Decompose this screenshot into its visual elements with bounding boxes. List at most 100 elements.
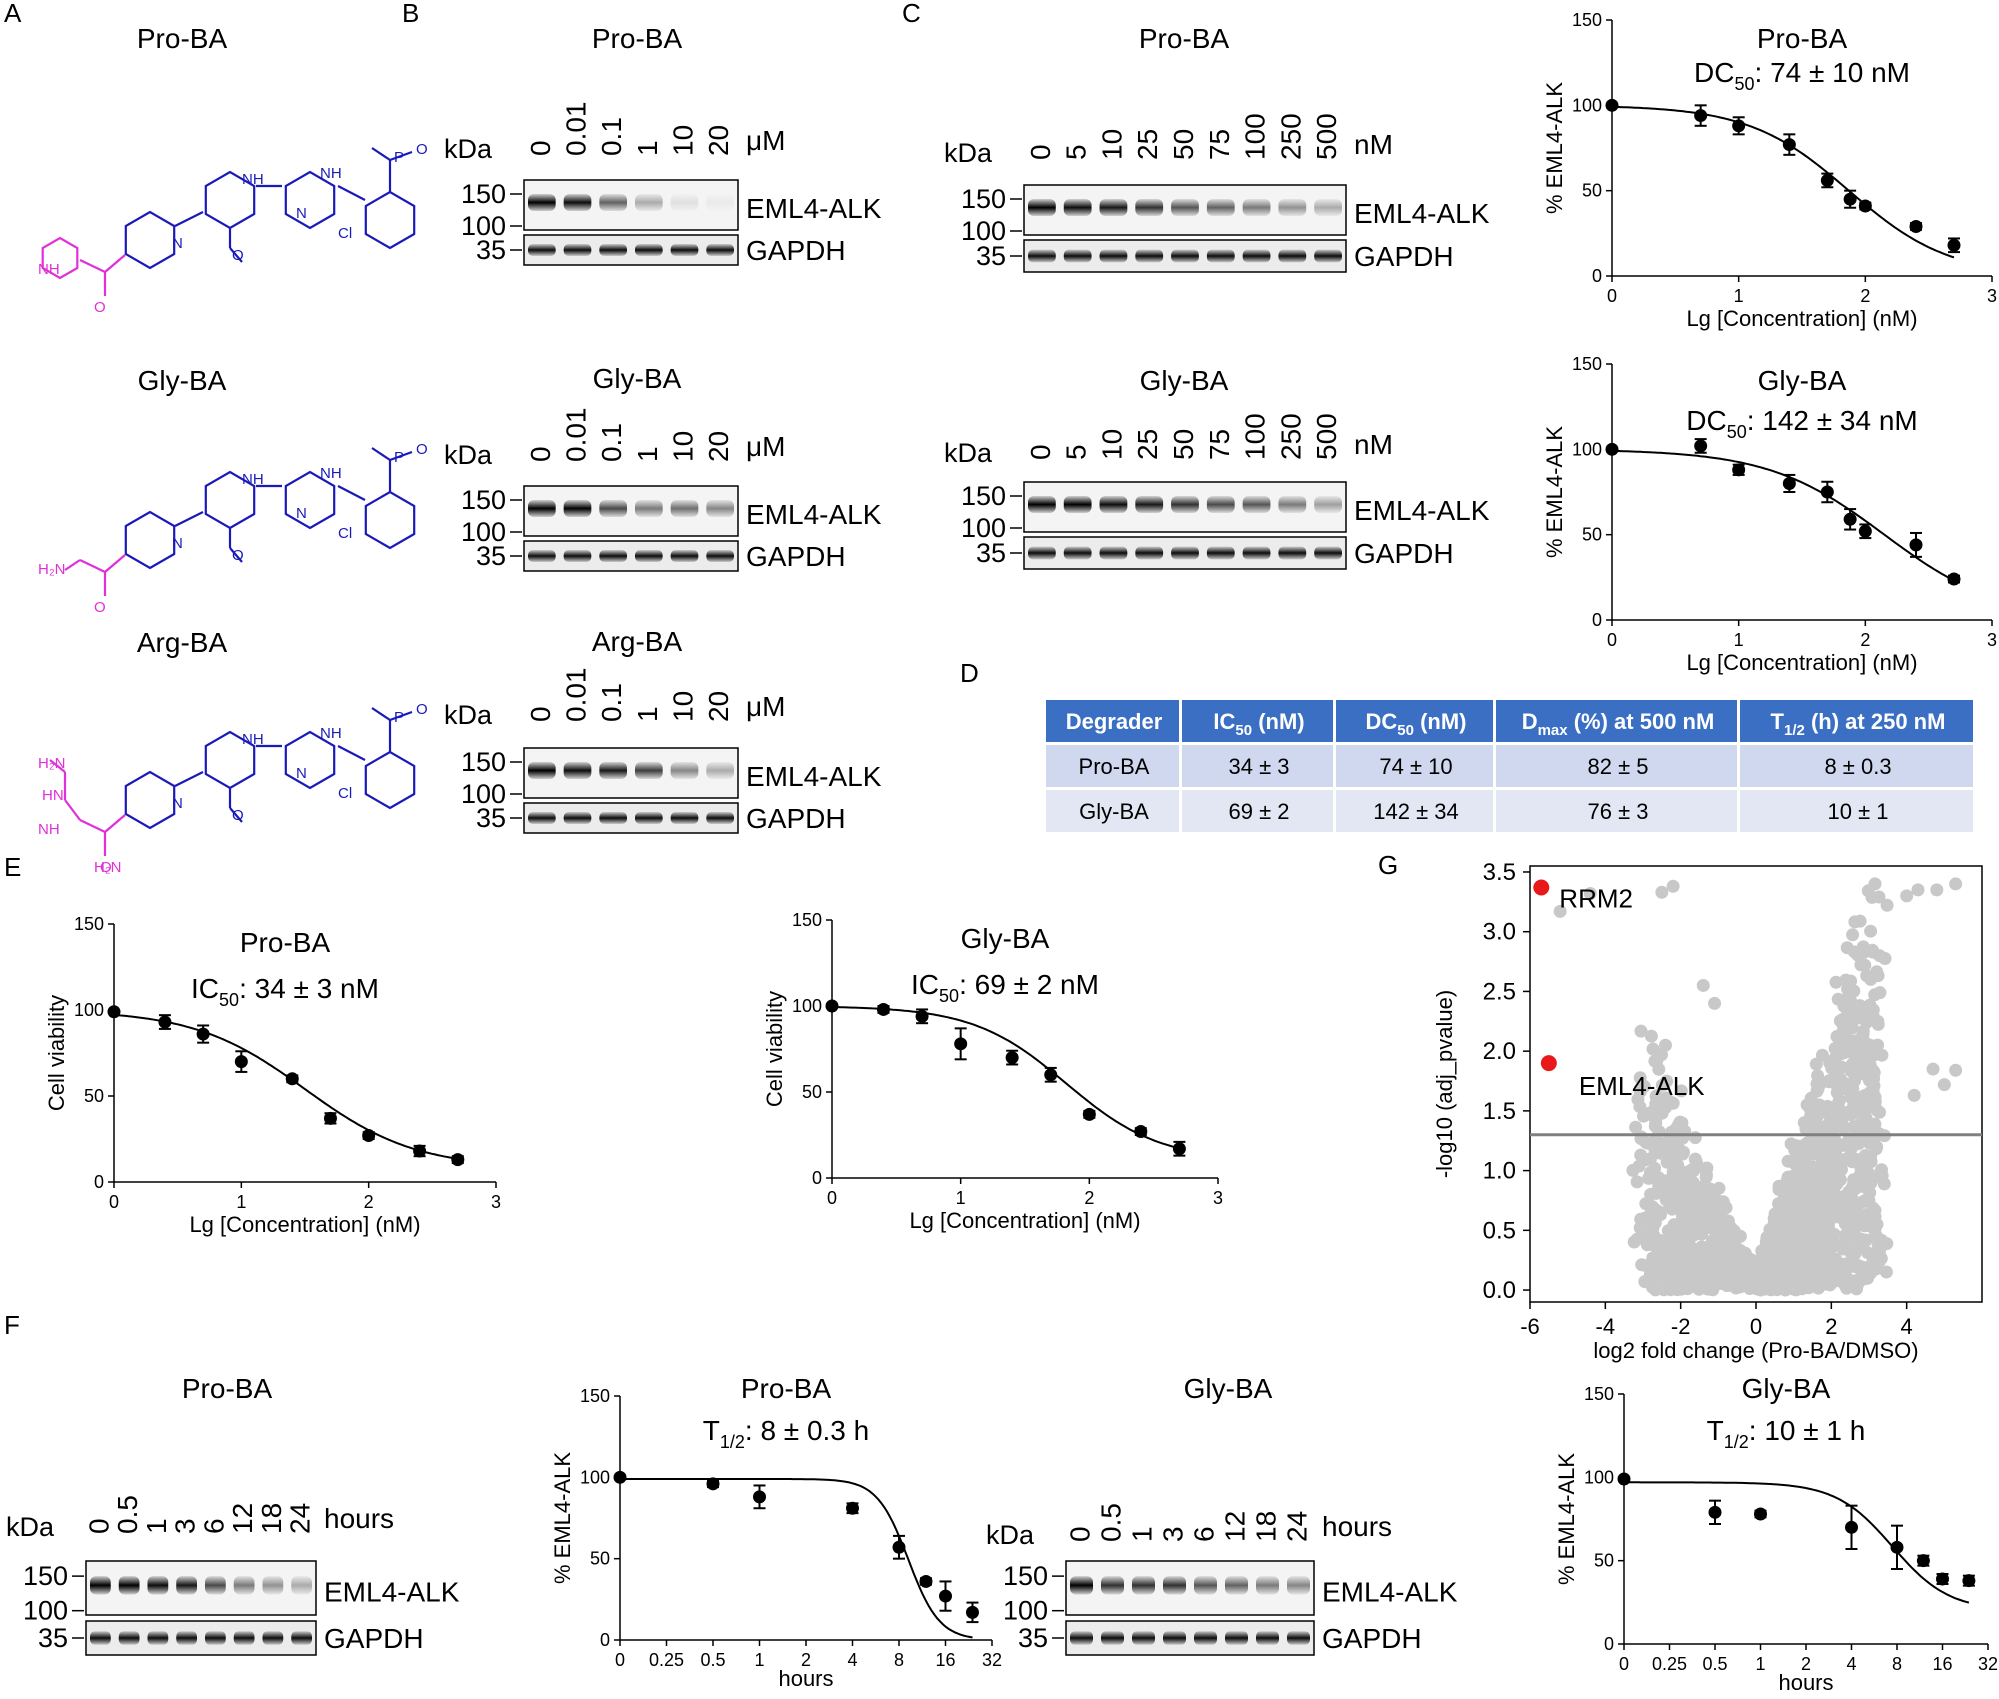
lane-label: 0.1 <box>596 683 627 722</box>
protein-point <box>1708 996 1722 1010</box>
protein-point <box>1830 1177 1844 1191</box>
target-band <box>635 762 663 779</box>
y-tick-label: 100 <box>74 1000 104 1020</box>
protein-point <box>1707 1196 1721 1210</box>
protein-point <box>1830 1030 1844 1043</box>
target-band <box>147 1576 169 1595</box>
gapdh-band <box>1206 249 1235 263</box>
protein-point <box>1788 1259 1802 1273</box>
protein-point <box>1842 1242 1856 1256</box>
target-band <box>1206 496 1235 513</box>
subtitle-subscript: 1/2 <box>1724 1432 1749 1452</box>
table-header-text: Degrader <box>1066 709 1163 734</box>
target-band <box>706 194 734 211</box>
x-tick-label: 1 <box>1755 1654 1765 1674</box>
data-point <box>1916 1554 1930 1568</box>
target-band <box>706 500 734 517</box>
protein-point <box>1646 1251 1660 1265</box>
protein-point <box>1694 1192 1708 1206</box>
bond <box>49 759 66 773</box>
bond <box>229 807 243 823</box>
band-label-target: EML4-ALK <box>746 499 882 530</box>
protein-point <box>1703 1266 1717 1280</box>
x-tick-label: 4 <box>1901 1314 1913 1339</box>
gapdh-band <box>706 244 734 256</box>
x-tick-label: 2 <box>1825 1314 1837 1339</box>
y-tick-label: 0.5 <box>1483 1217 1516 1244</box>
protein-point <box>1871 1014 1885 1028</box>
protein-point <box>1650 1089 1663 1103</box>
chart-subtitle: IC50: 34 ± 3 nM <box>191 973 379 1010</box>
protein-point <box>1649 1111 1663 1125</box>
protein-point <box>1846 1120 1860 1134</box>
protein-point <box>1674 1084 1688 1098</box>
lane-label: 24 <box>285 1503 316 1534</box>
subtitle-value: : 74 ± 10 nM <box>1755 57 1910 88</box>
y-tick-label: 0 <box>94 1172 104 1192</box>
header-main: Degrader <box>1066 709 1163 734</box>
subtitle-subscript: 50 <box>1734 74 1754 94</box>
marker-label: 150 <box>1003 1561 1048 1591</box>
data-point <box>1782 138 1796 152</box>
lane-label: 100 <box>1240 413 1271 460</box>
x-tick-label: 4 <box>847 1650 857 1670</box>
y-tick-label: 50 <box>1582 525 1602 545</box>
x-tick-label: 4 <box>1846 1654 1856 1674</box>
table-cell <box>1336 790 1493 832</box>
y-tick-label: 0 <box>1604 1634 1614 1654</box>
kda-label: kDa <box>444 134 493 164</box>
header-subscript: 1/2 <box>1784 722 1805 739</box>
band-label-target: EML4-ALK <box>1322 1576 1458 1607</box>
gapdh-band <box>1314 546 1342 560</box>
data-point <box>1909 220 1923 234</box>
subtitle-main: DC <box>1686 405 1726 436</box>
protein-point <box>1665 1149 1679 1163</box>
protein-point <box>1830 1259 1844 1273</box>
protein-point <box>1872 890 1886 904</box>
lane-label: 500 <box>1311 113 1342 160</box>
gapdh-band <box>1194 1631 1217 1645</box>
bond <box>64 559 81 571</box>
subtitle-subscript: 50 <box>1727 422 1747 442</box>
protein-point <box>1638 1275 1652 1289</box>
atom-label: N <box>172 795 183 812</box>
highlight-point <box>1533 879 1550 896</box>
protein-point <box>1842 1228 1856 1242</box>
protein-point <box>1721 1251 1735 1265</box>
phenyl-ring <box>364 190 416 250</box>
protein-point <box>1853 1100 1867 1113</box>
target-band <box>635 500 663 517</box>
x-tick-label: 8 <box>1892 1654 1902 1674</box>
protein-point <box>1797 1224 1811 1238</box>
protein-point <box>1648 1283 1662 1297</box>
protein-point <box>1860 1052 1874 1066</box>
lane-label: 0 <box>83 1518 114 1534</box>
lane-label: 0 <box>525 446 556 462</box>
gapdh-band <box>528 244 556 256</box>
y-axis-label: % EML4-ALK <box>550 1452 575 1584</box>
protein-point <box>1873 986 1887 1000</box>
fit-curve <box>1611 105 1955 259</box>
kda-label: kDa <box>944 138 993 168</box>
target-band <box>1101 1576 1124 1595</box>
lane-label: 0.1 <box>596 117 627 156</box>
piperazine-ring <box>124 210 176 270</box>
x-tick-label: 1 <box>1734 630 1744 650</box>
protein-point <box>1809 1251 1822 1264</box>
data-point <box>1082 1107 1096 1121</box>
panel-label-d: D <box>960 658 979 688</box>
protein-point <box>1653 1172 1667 1186</box>
x-tick-label: 0 <box>1619 1654 1629 1674</box>
chart-title: Pro-BA <box>1757 23 1848 54</box>
protein-point <box>1699 1182 1713 1196</box>
protein-point <box>1866 1201 1880 1215</box>
table-cell-text: Gly-BA <box>1079 799 1149 824</box>
table-header-cell <box>1336 700 1493 742</box>
unit-label: nM <box>1354 129 1393 160</box>
atom-label: N <box>296 205 307 222</box>
lane-label: 1 <box>1127 1526 1158 1542</box>
gapdh-band <box>1225 1631 1248 1645</box>
bond <box>104 254 126 273</box>
